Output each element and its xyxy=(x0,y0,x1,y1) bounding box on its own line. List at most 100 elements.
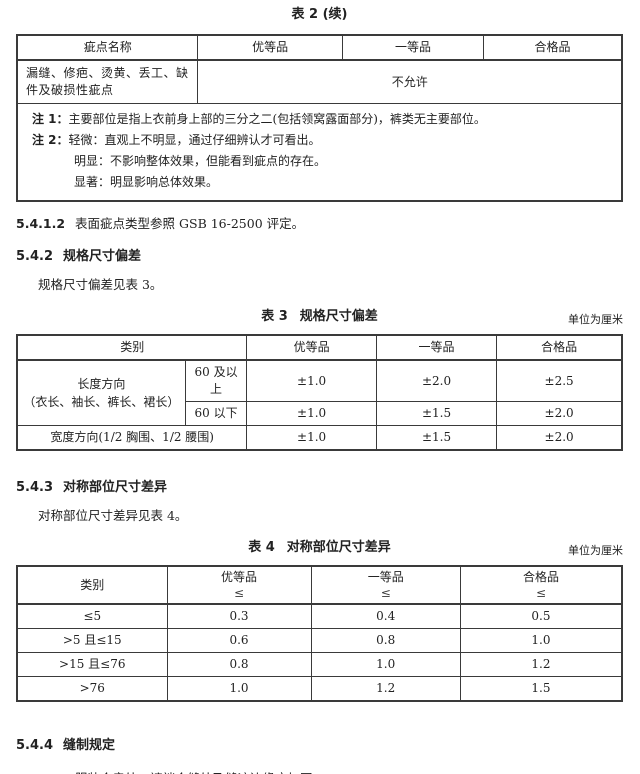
value-cell: ±1.0 xyxy=(246,401,377,426)
table4-header-row: 类别 优等品 ≤ 一等品 ≤ 合格品 ≤ xyxy=(16,565,623,605)
table2-defect-limits: 疵点名称 优等品 一等品 合格品 漏缝、修疤、烫黄、丢工、缺件及破损性疵点 不允… xyxy=(16,34,623,202)
table3-header-category: 类别 xyxy=(16,334,248,361)
width-direction-cell: 宽度方向(1/2 胸围、1/2 腰围) xyxy=(16,425,248,451)
table2-header-first-grade: 一等品 xyxy=(341,34,484,61)
size-range-cell: 60 及以上 xyxy=(184,359,248,402)
defect-name-cell: 漏缝、修疤、烫黄、丢工、缺件及破损性疵点 xyxy=(16,59,199,104)
value-cell: 1.5 xyxy=(459,676,623,702)
value-cell: 1.2 xyxy=(459,652,623,677)
table3-row-length-over60: 长度方向 （衣长、袖长、裤长、裙长） 60 及以上 ±1.0 ±2.0 ±2.5 xyxy=(16,359,623,426)
grade-name: 优等品 xyxy=(221,570,258,584)
heading-title: 缝制规定 xyxy=(63,738,116,753)
note4-text: 显著：明显影响总体效果。 xyxy=(74,175,219,189)
note3-text: 明显：不影响整体效果，但能看到疵点的存在。 xyxy=(74,154,327,168)
table2-notes-row: 注 1：主要部位是指上衣前身上部的三分之二(包括领窝露面部分)，裤类无主要部位。… xyxy=(16,103,623,202)
table-row: >5 且≤15 0.6 0.8 1.0 xyxy=(16,628,623,653)
note-line-1: 注 1：主要部位是指上衣前身上部的三分之二(包括领窝露面部分)，裤类无主要部位。 xyxy=(18,109,617,130)
para-5-4-3: 对称部位尺寸差异见表 4。 xyxy=(38,508,188,523)
table-row: >76 1.0 1.2 1.5 xyxy=(16,676,623,702)
table3-caption: 表 3 规格尺寸偏差 xyxy=(16,308,623,326)
table2-header-qualified-grade: 合格品 xyxy=(482,34,623,61)
value-cell: ±1.5 xyxy=(375,401,498,426)
heading-number: 5.4.3 xyxy=(16,480,54,495)
length-direction-line2: （衣长、袖长、裤长、裙长） xyxy=(23,395,180,409)
range-cell: >5 且≤15 xyxy=(16,628,168,653)
value-cell: 1.2 xyxy=(310,676,461,702)
range-cell: ≤5 xyxy=(16,603,168,629)
table2-header-defect-name: 疵点名称 xyxy=(16,34,199,61)
table3-header-premium-grade: 优等品 xyxy=(246,334,377,361)
table3-unit-label: 单位为厘米 xyxy=(568,313,623,326)
heading-5-4-3: 5.4.3 对称部位尺寸差异 xyxy=(16,479,623,497)
value-cell: ±1.5 xyxy=(375,425,498,451)
table4-header-qualified-grade: 合格品 ≤ xyxy=(459,565,623,605)
note2-text: 轻微：直观上不明显，通过仔细辨认才可看出。 xyxy=(68,133,321,147)
value-cell: ±2.0 xyxy=(496,401,623,426)
table3-row-width: 宽度方向(1/2 胸围、1/2 腰围) ±1.0 ±1.5 ±2.0 xyxy=(16,425,623,451)
defect-limit-cell: 不允许 xyxy=(197,59,623,104)
table4-header-premium-grade: 优等品 ≤ xyxy=(166,565,312,605)
value-cell: ±2.0 xyxy=(375,359,498,402)
heading-number: 5.4.4 xyxy=(16,738,54,753)
length-direction-line1: 长度方向 xyxy=(77,377,126,391)
table3-title: 规格尺寸偏差 xyxy=(299,309,378,324)
table4-symmetry-difference: 类别 优等品 ≤ 一等品 ≤ 合格品 ≤ ≤5 0.3 0.4 0.5 xyxy=(16,565,623,702)
table3-header-qualified-grade: 合格品 xyxy=(496,334,623,361)
table2-data-row: 漏缝、修疤、烫黄、丢工、缺件及破损性疵点 不允许 xyxy=(16,59,623,104)
table3-caption-row: 表 3 规格尺寸偏差 单位为厘米 xyxy=(16,308,623,326)
value-cell: 0.4 xyxy=(310,603,461,629)
table4-title: 对称部位尺寸差异 xyxy=(286,540,391,555)
note-line-2: 注 2：轻微：直观上不明显，通过仔细辨认才可看出。 xyxy=(18,130,617,151)
heading-title: 对称部位尺寸差异 xyxy=(63,480,168,495)
table4-header-first-grade: 一等品 ≤ xyxy=(310,565,461,605)
table4-caption: 表 4 对称部位尺寸差异 xyxy=(16,539,623,557)
table3-label: 表 3 xyxy=(261,309,288,324)
table-row: ≤5 0.3 0.4 0.5 xyxy=(16,603,623,629)
table3-header-first-grade: 一等品 xyxy=(375,334,498,361)
grade-name: 一等品 xyxy=(367,570,404,584)
value-cell: 0.6 xyxy=(166,628,312,653)
clause-5-4-1-2: 5.4.1.2 表面疵点类型参照 GSB 16-2500 评定。 xyxy=(16,215,623,233)
length-direction-group-cell: 长度方向 （衣长、袖长、裤长、裙长） xyxy=(16,359,186,426)
para-5-4-2: 规格尺寸偏差见表 3。 xyxy=(38,277,163,292)
size-range-cell: 60 以下 xyxy=(184,401,248,426)
table-row: >15 且≤76 0.8 1.0 1.2 xyxy=(16,652,623,677)
table3-row-length-under60: 60 以下 ±1.0 ±1.5 ±2.0 xyxy=(17,401,623,426)
note1-label: 注 1： xyxy=(32,112,69,126)
table2-header-row: 疵点名称 优等品 一等品 合格品 xyxy=(16,34,623,61)
value-cell: ±2.0 xyxy=(496,425,623,451)
value-cell: 0.8 xyxy=(166,652,312,677)
value-cell: 0.5 xyxy=(459,603,623,629)
value-cell: 1.0 xyxy=(310,652,461,677)
heading-number: 5.4.2 xyxy=(16,249,54,264)
note-line-4: 显著：明显影响总体效果。 xyxy=(18,172,617,193)
range-cell: >15 且≤76 xyxy=(16,652,168,677)
heading-title: 规格尺寸偏差 xyxy=(63,249,142,264)
table2-caption: 表 2 (续) xyxy=(291,7,348,22)
less-equal-symbol: ≤ xyxy=(233,586,245,600)
table2-notes-cell: 注 1：主要部位是指上衣前身上部的三分之二(包括领窝露面部分)，裤类无主要部位。… xyxy=(16,103,623,202)
heading-5-4-4: 5.4.4 缝制规定 xyxy=(16,737,623,755)
value-cell: ±1.0 xyxy=(246,425,377,451)
clause-number: 5.4.4.1 xyxy=(16,771,65,774)
grade-name: 合格品 xyxy=(522,570,559,584)
table4-caption-row: 表 4 对称部位尺寸差异 单位为厘米 xyxy=(16,539,623,557)
table2-header-premium-grade: 优等品 xyxy=(197,34,343,61)
value-cell: ±1.0 xyxy=(246,359,377,402)
note-line-3: 明显：不影响整体效果，但能看到疵点的存在。 xyxy=(18,151,617,172)
heading-5-4-2: 5.4.2 规格尺寸偏差 xyxy=(16,248,623,266)
clause-number: 5.4.1.2 xyxy=(16,216,66,231)
table4-label: 表 4 xyxy=(248,540,275,555)
less-equal-symbol: ≤ xyxy=(535,586,546,600)
table4-unit-label: 单位为厘米 xyxy=(568,544,623,557)
table4-header-category: 类别 xyxy=(16,565,168,605)
value-cell: 1.0 xyxy=(166,676,312,702)
less-equal-symbol: ≤ xyxy=(380,586,391,600)
table3-header-row: 类别 优等品 一等品 合格品 xyxy=(16,334,623,361)
value-cell: 0.3 xyxy=(166,603,312,629)
value-cell: 1.0 xyxy=(459,628,623,653)
note1-text: 主要部位是指上衣前身上部的三分之二(包括领窝露面部分)，裤类无主要部位。 xyxy=(68,112,486,126)
range-cell: >76 xyxy=(16,676,168,702)
value-cell: ±2.5 xyxy=(496,359,623,402)
